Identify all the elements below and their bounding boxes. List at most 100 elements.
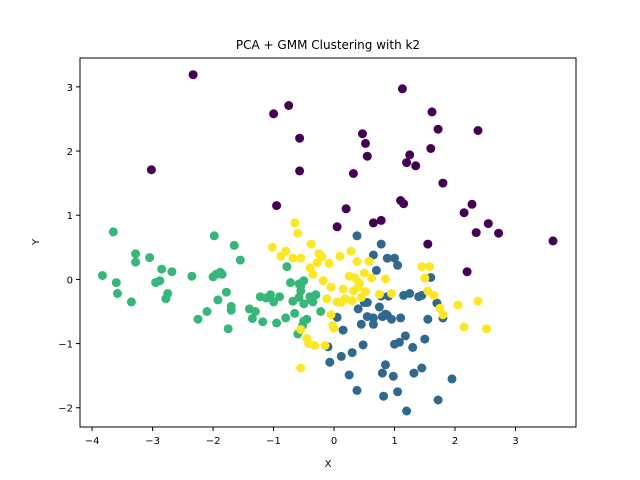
point-cluster-2-37: [272, 318, 282, 328]
point-cluster-3-3: [288, 253, 298, 263]
point-cluster-3-29: [338, 284, 348, 294]
point-cluster-1-37: [409, 368, 419, 378]
point-cluster-0-5: [295, 133, 305, 143]
point-cluster-3-42: [364, 256, 374, 266]
x-tick-label: 2: [452, 436, 458, 447]
point-cluster-0-23: [427, 107, 437, 117]
point-cluster-1-4: [336, 351, 346, 361]
point-cluster-2-4: [126, 297, 136, 307]
y-tick-label: 0: [67, 275, 73, 286]
point-cluster-1-26: [387, 314, 396, 324]
point-cluster-1-51: [382, 253, 392, 263]
point-cluster-1-14: [368, 313, 378, 323]
point-cluster-3-25: [329, 323, 339, 333]
point-cluster-1-36: [408, 342, 418, 352]
point-cluster-1-20: [377, 368, 387, 378]
point-cluster-0-26: [459, 208, 469, 218]
plot-frame: [79, 57, 577, 428]
point-cluster-3-4: [290, 218, 300, 228]
point-cluster-0-13: [368, 218, 378, 228]
point-cluster-2-36: [269, 297, 279, 307]
y-tick-label: −1: [58, 340, 73, 351]
point-cluster-0-4: [284, 101, 294, 110]
point-cluster-1-10: [358, 340, 368, 350]
point-cluster-2-12: [163, 289, 173, 298]
point-cluster-2-30: [247, 314, 257, 323]
point-cluster-1-15: [368, 319, 378, 329]
y-axis: −2 −1 0 1 2 3: [58, 83, 80, 415]
point-cluster-1-31: [396, 313, 406, 323]
point-cluster-1-53: [393, 260, 403, 270]
point-cluster-0-22: [426, 144, 436, 153]
point-cluster-1-42: [423, 314, 433, 324]
chart-title: PCA + GMM Clustering with k2: [236, 38, 420, 52]
point-cluster-2-7: [145, 253, 155, 263]
point-cluster-1-6: [347, 348, 357, 358]
point-cluster-1-1: [325, 357, 335, 367]
point-cluster-2-23: [221, 287, 231, 297]
point-cluster-1-50: [376, 239, 386, 249]
point-cluster-2-40: [286, 278, 295, 288]
point-cluster-3-27: [335, 251, 345, 261]
x-tick-label: −3: [145, 436, 160, 447]
point-cluster-0-1: [146, 165, 156, 175]
point-cluster-0-14: [376, 215, 386, 225]
point-cluster-2-31: [250, 307, 260, 316]
point-cluster-1-35: [405, 289, 415, 298]
point-cluster-1-9: [356, 319, 366, 329]
point-cluster-0-32: [494, 228, 504, 238]
point-cluster-3-46: [387, 289, 396, 298]
point-cluster-3-19: [320, 341, 330, 350]
y-tick-label: 3: [67, 83, 73, 94]
point-cluster-2-2: [111, 278, 121, 288]
x-tick-label: 1: [391, 436, 397, 447]
point-cluster-1-17: [374, 302, 384, 312]
point-cluster-3-14: [310, 341, 320, 350]
point-cluster-3-56: [473, 296, 483, 306]
point-cluster-1-16: [371, 265, 381, 275]
point-cluster-1-40: [417, 363, 427, 373]
point-cluster-3-57: [482, 324, 491, 334]
point-cluster-3-12: [306, 239, 316, 249]
point-cluster-1-41: [420, 334, 430, 344]
point-cluster-3-55: [459, 322, 469, 332]
x-axis-label: X: [325, 459, 332, 470]
point-cluster-0-21: [423, 239, 433, 249]
point-cluster-2-58: [308, 297, 318, 307]
point-cluster-2-27: [229, 240, 239, 250]
point-cluster-3-36: [352, 256, 362, 266]
point-cluster-3-32: [346, 246, 356, 256]
point-cluster-3-7: [296, 325, 306, 334]
point-cluster-3-8: [296, 363, 306, 373]
point-cluster-2-53: [316, 307, 326, 316]
point-cluster-2-57: [296, 281, 306, 291]
x-tick-label: −2: [206, 436, 221, 447]
point-cluster-1-5: [344, 370, 354, 380]
point-cluster-3-41: [361, 287, 370, 297]
point-cluster-3-38: [355, 278, 364, 288]
point-cluster-1-47: [447, 374, 457, 384]
point-cluster-2-38: [275, 292, 285, 302]
point-cluster-1-22: [381, 360, 390, 370]
point-cluster-2-10: [157, 264, 167, 274]
point-cluster-1-12: [362, 298, 372, 307]
point-cluster-3-45: [381, 274, 390, 284]
point-cluster-0-20: [411, 161, 421, 171]
y-tick-label: 1: [67, 211, 73, 222]
point-cluster-3-5: [293, 228, 303, 238]
point-cluster-3-2: [281, 246, 291, 256]
point-cluster-0-18: [402, 158, 412, 168]
point-cluster-0-33: [548, 236, 558, 246]
point-cluster-2-6: [131, 257, 141, 267]
point-cluster-3-50: [425, 262, 435, 272]
point-cluster-1-48: [352, 231, 362, 241]
point-cluster-3-40: [359, 268, 369, 278]
point-cluster-2-13: [167, 267, 177, 277]
point-cluster-2-20: [213, 295, 223, 305]
point-cluster-3-33: [347, 296, 357, 306]
point-cluster-3-0: [267, 242, 277, 252]
point-cluster-1-30: [394, 337, 404, 347]
point-cluster-2-49: [302, 314, 312, 324]
point-cluster-0-30: [473, 126, 483, 135]
